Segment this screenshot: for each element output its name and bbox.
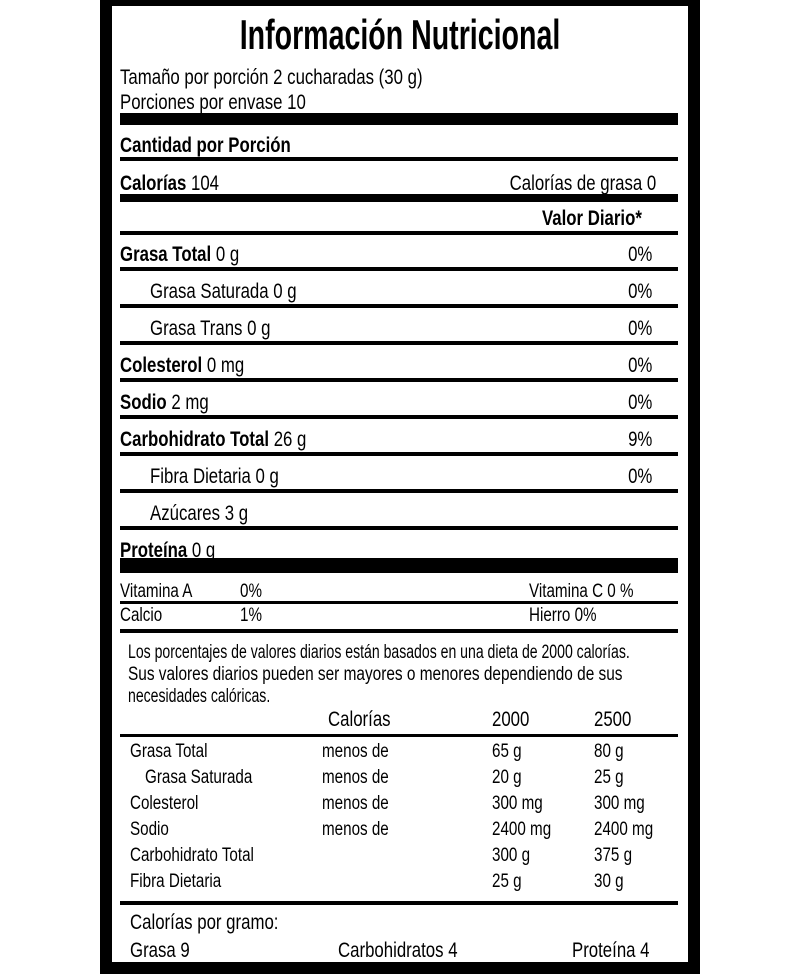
divider — [120, 901, 678, 905]
nutrient-daily-value: 0% — [627, 280, 652, 303]
divider — [120, 601, 678, 604]
nutrient-name: Colesterol — [120, 354, 203, 377]
reference-cell: 300 mg — [492, 793, 543, 814]
calcium-value: 1% — [240, 605, 262, 626]
nutrient-name: Grasa Total — [120, 243, 212, 266]
iron: Hierro 0% — [529, 605, 597, 626]
divider — [120, 415, 678, 419]
divider — [120, 194, 678, 202]
divider — [120, 526, 678, 530]
nutrient-daily-value: 0% — [627, 243, 652, 266]
nutrient-row: Azúcares 3 g — [150, 503, 248, 524]
calcium-label: Calcio — [120, 605, 163, 626]
reference-cell: menos de — [322, 767, 389, 788]
nutrient-daily-value: 9% — [627, 428, 652, 451]
nutrient-name: Proteína — [120, 539, 188, 562]
reference-cell: Grasa Total — [130, 741, 208, 762]
reference-cell: 2400 mg — [492, 819, 552, 840]
divider — [120, 113, 678, 125]
nutrient-row: Fibra Dietaria 0 g — [150, 466, 279, 487]
reference-cell: 30 g — [594, 871, 624, 892]
reference-cell: menos de — [322, 793, 389, 814]
calories-per-gram-fat: Grasa 9 — [130, 939, 190, 962]
divider — [120, 489, 678, 493]
divider — [120, 341, 678, 345]
divider — [120, 157, 678, 161]
vitamin-a-label: Vitamina A — [120, 581, 193, 602]
reference-cell: 375 g — [594, 845, 633, 866]
calories-per-gram-label: Calorías por gramo: — [130, 911, 279, 934]
nutrient-row: Carbohidrato Total 26 g — [120, 429, 306, 450]
calories-per-gram-carbs: Carbohidratos 4 — [338, 939, 458, 962]
calories-row: Calorías 104 — [120, 173, 219, 194]
divider — [120, 734, 678, 737]
nutrient-amount: 0 mg — [206, 354, 245, 377]
reference-cell: Grasa Saturada — [145, 767, 253, 788]
footnote-line: necesidades calóricas. — [128, 686, 271, 707]
nutrient-row: Grasa Total 0 g — [120, 244, 239, 265]
nutrient-amount: 0 g — [247, 317, 271, 340]
reference-cell: 25 g — [594, 767, 624, 788]
vitamin-c: Vitamina C 0 % — [529, 581, 634, 602]
nutrient-amount: 0 g — [215, 243, 240, 266]
amount-per-serving: Cantidad por Porción — [120, 134, 291, 157]
reference-cell: menos de — [322, 819, 389, 840]
fat-calories: Calorías de grasa 0 — [509, 172, 656, 195]
nutrient-name: Grasa Saturada — [150, 280, 269, 303]
divider — [120, 629, 678, 633]
divider — [120, 267, 678, 271]
divider — [120, 231, 678, 235]
nutrient-row: Sodio 2 mg — [120, 392, 209, 413]
reference-cell: 300 g — [492, 845, 531, 866]
nutrient-amount: 26 g — [273, 428, 307, 451]
label-title: Información Nutricional — [239, 11, 561, 58]
calories-per-gram-protein: Proteína 4 — [572, 939, 650, 962]
vitamin-a-value: 0% — [240, 581, 262, 602]
nutrient-row: Grasa Saturada 0 g — [150, 281, 297, 302]
calories-value: 104 — [190, 172, 220, 195]
nutrient-amount: 0 g — [255, 465, 279, 488]
nutrient-name: Grasa Trans — [150, 317, 243, 340]
nutrient-row: Colesterol 0 mg — [120, 355, 244, 376]
reference-cell: 20 g — [492, 767, 522, 788]
reference-cell: 80 g — [594, 741, 624, 762]
reference-cell: 2400 mg — [594, 819, 654, 840]
nutrient-amount: 0 g — [191, 539, 216, 562]
divider — [120, 452, 678, 456]
footnote-line: Sus valores diarios pueden ser mayores o… — [128, 664, 623, 685]
daily-value-header: Valor Diario* — [542, 207, 642, 230]
reference-cell: Carbohidrato Total — [130, 845, 254, 866]
divider — [120, 304, 678, 308]
nutrient-amount: 2 mg — [171, 391, 209, 414]
ref-header-2500: 2500 — [594, 708, 632, 731]
reference-cell: 25 g — [492, 871, 522, 892]
calories-label: Calorías — [120, 172, 187, 195]
reference-cell: menos de — [322, 741, 389, 762]
nutrient-row: Grasa Trans 0 g — [150, 318, 270, 339]
reference-cell: Sodio — [130, 819, 169, 840]
nutrition-facts-label: Información Nutricional Tamaño por porci… — [100, 0, 700, 974]
footnote-line: Los porcentajes de valores diarios están… — [128, 642, 630, 663]
divider — [120, 378, 678, 382]
divider — [120, 558, 678, 573]
reference-cell: 300 mg — [594, 793, 645, 814]
serving-size: Tamaño por porción 2 cucharadas (30 g) — [120, 66, 423, 89]
nutrient-amount: 0 g — [273, 280, 297, 303]
nutrient-daily-value: 0% — [627, 391, 652, 414]
nutrient-name: Fibra Dietaria — [150, 465, 251, 488]
nutrient-name: Sodio — [120, 391, 167, 414]
nutrient-name: Azúcares — [150, 502, 221, 525]
nutrient-daily-value: 0% — [627, 317, 652, 340]
nutrient-row: Proteína 0 g — [120, 540, 215, 561]
reference-cell: Fibra Dietaria — [130, 871, 222, 892]
nutrient-daily-value: 0% — [627, 354, 652, 377]
servings-per-container: Porciones por envase 10 — [120, 91, 306, 114]
ref-header-2000: 2000 — [492, 708, 530, 731]
nutrient-amount: 3 g — [224, 502, 249, 525]
ref-header-calories: Calorías — [328, 708, 391, 731]
nutrient-name: Carbohidrato Total — [120, 428, 270, 451]
reference-cell: 65 g — [492, 741, 522, 762]
reference-cell: Colesterol — [130, 793, 199, 814]
nutrient-daily-value: 0% — [627, 465, 652, 488]
